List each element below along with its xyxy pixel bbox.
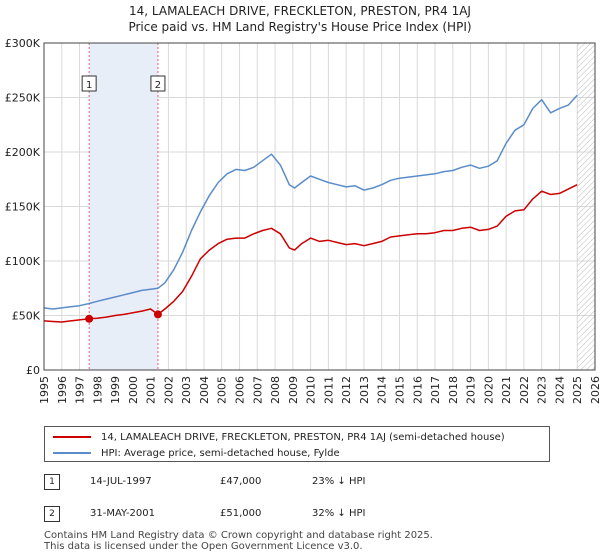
- sale-point-marker: [153, 310, 162, 319]
- transaction-number: 1: [44, 474, 60, 490]
- x-tick-label: 2015: [393, 376, 406, 404]
- x-tick-label: 2012: [340, 376, 353, 404]
- table-row: 2 31-MAY-2001 £51,000 32% ↓ HPI: [44, 506, 564, 524]
- forecast-hatch: [577, 43, 595, 370]
- x-tick-label: 2000: [127, 376, 140, 404]
- x-tick-label: 2004: [198, 376, 211, 404]
- x-tick-label: 2011: [322, 376, 335, 404]
- table-row: 1 14-JUL-1997 £47,000 23% ↓ HPI: [44, 474, 564, 492]
- legend-label-hpi: HPI: Average price, semi-detached house,…: [101, 447, 340, 459]
- x-tick-label: 2007: [251, 376, 264, 404]
- property-price-line: [43, 184, 578, 323]
- y-tick-label: £200K: [5, 146, 41, 159]
- chart-title-line2: Price paid vs. HM Land Registry's House …: [128, 20, 472, 34]
- x-tick-label: 1997: [74, 376, 87, 404]
- x-tick-label: 2009: [287, 376, 300, 404]
- legend-item-hpi: HPI: Average price, semi-detached house,…: [53, 445, 340, 461]
- footer: Contains HM Land Registry data © Crown c…: [44, 530, 433, 552]
- x-tick-label: 2025: [571, 376, 584, 404]
- y-tick-label: £150K: [5, 201, 41, 214]
- sale-point-marker: [85, 314, 94, 323]
- x-tick-label: 2016: [411, 376, 424, 404]
- y-tick-label: £300K: [5, 37, 41, 50]
- transaction-price: £47,000: [220, 476, 262, 487]
- shaded-period: [89, 43, 158, 370]
- y-tick-label: £250K: [5, 92, 41, 105]
- transaction-hpi: 32% ↓ HPI: [312, 508, 366, 519]
- y-tick-label: £50K: [12, 310, 41, 323]
- x-tick-label: 2001: [145, 376, 158, 404]
- legend: 14, LAMALEACH DRIVE, FRECKLETON, PRESTON…: [44, 426, 550, 462]
- x-tick-label: 2010: [305, 376, 318, 404]
- legend-item-property: 14, LAMALEACH DRIVE, FRECKLETON, PRESTON…: [53, 429, 505, 445]
- x-tick-label: 2018: [447, 376, 460, 404]
- x-tick-label: 2003: [180, 376, 193, 404]
- x-tick-label: 1995: [38, 376, 51, 404]
- sale-label-box: [81, 75, 97, 92]
- legend-swatch-hpi: [53, 452, 91, 454]
- x-tick-label: 2022: [518, 376, 531, 404]
- legend-label-property: 14, LAMALEACH DRIVE, FRECKLETON, PRESTON…: [101, 431, 505, 443]
- chart-title-line1: 14, LAMALEACH DRIVE, FRECKLETON, PRESTON…: [129, 4, 471, 18]
- price-chart: 1 2 £0 £50K £100K £150K £200K £250K £300K 1995 19…: [5, 37, 600, 404]
- x-tick-label: 2014: [376, 376, 389, 404]
- transaction-price: £51,000: [220, 508, 262, 519]
- footer-licence: This data is licensed under the Open Gov…: [44, 541, 363, 552]
- x-tick-label: 2006: [234, 376, 247, 404]
- x-tick-label: 2024: [553, 376, 566, 404]
- x-tick-label: 2021: [500, 376, 513, 404]
- hpi-line: [43, 94, 578, 310]
- x-tick-label: 2013: [358, 376, 371, 404]
- plot-frame: [43, 42, 596, 371]
- x-tick-label: 2026: [589, 376, 600, 404]
- sale-label-box: [150, 75, 166, 92]
- y-tick-label: £0: [26, 364, 40, 377]
- footer-copyright: Contains HM Land Registry data © Crown c…: [44, 530, 433, 541]
- transaction-hpi: 23% ↓ HPI: [312, 476, 366, 487]
- x-tick-label: 1996: [56, 376, 69, 404]
- transaction-date: 31-MAY-2001: [90, 508, 156, 519]
- transaction-date: 14-JUL-1997: [90, 476, 152, 487]
- x-tick-label: 2008: [269, 376, 282, 404]
- x-tick-label: 2017: [429, 376, 442, 404]
- x-tick-label: 1999: [109, 376, 122, 404]
- legend-swatch-property: [53, 436, 91, 438]
- x-tick-label: 1998: [91, 376, 104, 404]
- transaction-number: 2: [44, 506, 60, 522]
- sale-label: 1: [86, 80, 92, 91]
- x-tick-label: 2019: [465, 376, 478, 404]
- x-tick-label: 2023: [536, 376, 549, 404]
- x-tick-label: 2005: [216, 376, 229, 404]
- y-tick-label: £100K: [5, 255, 41, 268]
- x-tick-label: 2002: [162, 376, 175, 404]
- x-tick-label: 2020: [482, 376, 495, 404]
- sale-label: 2: [155, 80, 161, 91]
